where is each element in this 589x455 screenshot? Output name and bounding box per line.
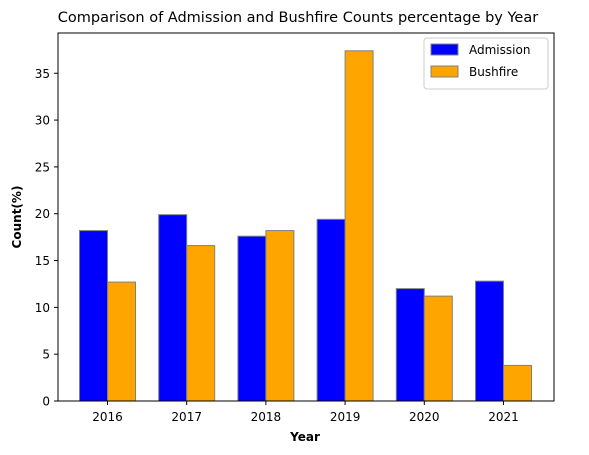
legend-swatch-admission xyxy=(430,43,459,56)
y-tick-label-30: 30 xyxy=(35,114,50,128)
y-tick-label-35: 35 xyxy=(35,67,50,81)
x-tick-label-2018: 2018 xyxy=(251,410,282,424)
y-tick-label-10: 10 xyxy=(35,301,50,315)
bar-bushfire-2016 xyxy=(107,281,136,402)
y-tick-label-25: 25 xyxy=(35,160,50,174)
bar-bushfire-2019 xyxy=(344,50,374,402)
plot-frame xyxy=(57,32,555,402)
bar-admission-2018 xyxy=(237,235,267,402)
bar-admission-2020 xyxy=(395,288,425,402)
x-tick-label-2020: 2020 xyxy=(409,410,440,424)
x-tick-label-2016: 2016 xyxy=(92,410,123,424)
x-tick-label-2017: 2017 xyxy=(171,410,202,424)
bars-group xyxy=(79,50,532,402)
x-axis: 2016 2017 2018 2019 2020 2021 xyxy=(92,401,519,424)
bar-admission-2019 xyxy=(316,218,346,402)
bar-admission-2021 xyxy=(475,280,504,402)
y-axis: 0 5 10 15 20 25 30 35 xyxy=(35,67,58,409)
bar-bushfire-2017 xyxy=(186,245,216,402)
y-tick-label-15: 15 xyxy=(35,254,50,268)
legend-swatch-bushfire xyxy=(430,65,459,78)
chart-title: Comparison of Admission and Bushfire Cou… xyxy=(58,10,538,26)
legend: Admission Bushfire xyxy=(423,37,549,90)
bar-bushfire-2018 xyxy=(265,230,295,402)
legend-label-admission: Admission xyxy=(469,43,530,57)
y-tick-label-0: 0 xyxy=(42,395,50,409)
y-tick-label-5: 5 xyxy=(42,348,50,362)
x-tick-label-2019: 2019 xyxy=(330,410,361,424)
y-axis-title: Count(%) xyxy=(10,186,24,249)
x-tick-label-2021: 2021 xyxy=(488,410,519,424)
bar-bushfire-2021 xyxy=(503,364,532,402)
x-axis-title: Year xyxy=(289,430,320,444)
bar-admission-2017 xyxy=(158,214,188,402)
bar-bushfire-2020 xyxy=(423,295,453,402)
legend-label-bushfire: Bushfire xyxy=(469,65,518,79)
y-tick-label-20: 20 xyxy=(35,207,50,221)
bar-admission-2016 xyxy=(79,230,108,402)
